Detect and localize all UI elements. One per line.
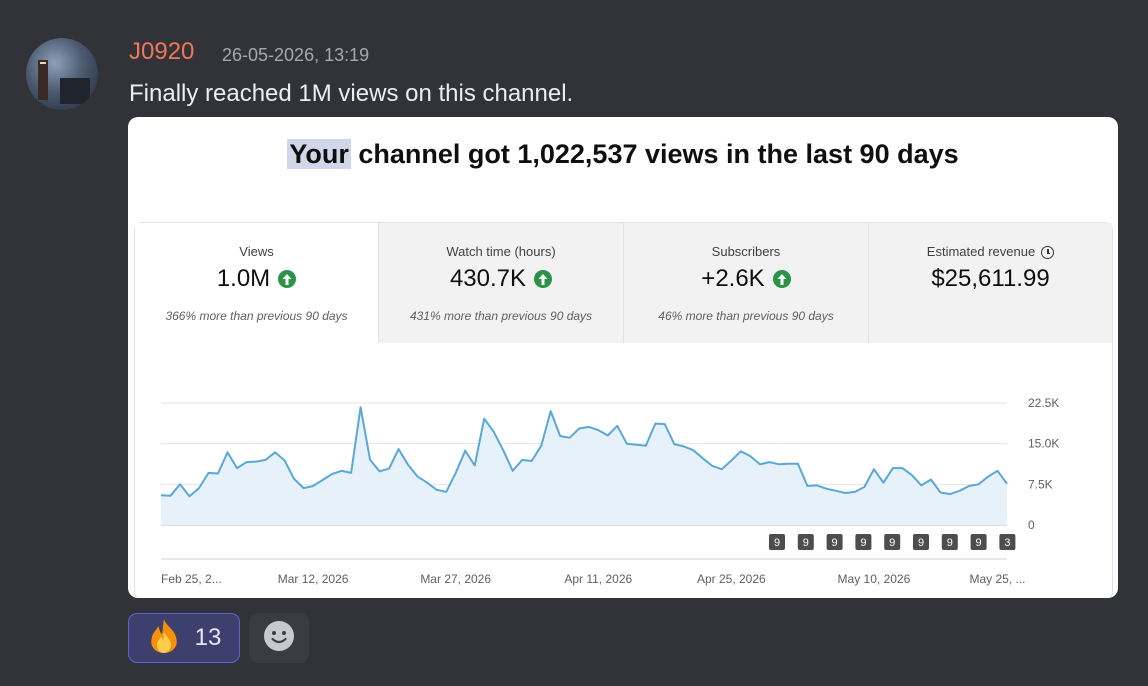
x-tick-label: Apr 11, 2026 xyxy=(564,572,632,586)
metric-tab-revenue[interactable]: Estimated revenue $25,611.99 xyxy=(869,223,1112,343)
metric-value-text: 1.0M xyxy=(216,265,271,292)
metric-label: Watch time (hours) xyxy=(446,244,556,259)
message-text: Finally reached 1M views on this channel… xyxy=(129,80,574,107)
views-chart: 22.5K 15.0K 7.5K 0 9 9 9 9 9 9 9 9 3 Feb 25, 2... Mar … xyxy=(160,396,1059,586)
chart-area xyxy=(161,407,1007,525)
metric-value: $25,611.99 xyxy=(869,265,1112,293)
clock-icon xyxy=(1041,246,1055,260)
fire-icon xyxy=(147,618,181,658)
annotation-label: 9 xyxy=(774,537,780,549)
annotation-marker xyxy=(797,534,814,550)
avatar-light xyxy=(40,62,46,64)
metric-value-text: +2.6K xyxy=(701,265,765,292)
metric-value: +2.6K xyxy=(624,265,868,293)
annotation-marker xyxy=(941,534,958,550)
metric-sub: 431% more than previous 90 days xyxy=(409,309,593,323)
reaction-fire[interactable]: 13 xyxy=(128,613,240,663)
embed-headline: Your channel got 1,022,537 views in the … xyxy=(128,139,1118,170)
avatar[interactable] xyxy=(26,38,98,110)
annotation-label: 9 xyxy=(976,537,982,549)
arrow-up-icon xyxy=(772,270,791,288)
annotation-label: 9 xyxy=(889,537,895,549)
image-attachment[interactable]: Your channel got 1,022,537 views in the … xyxy=(128,117,1118,598)
avatar-building-2 xyxy=(60,78,90,104)
annotation-label: 9 xyxy=(947,537,953,549)
message-author[interactable]: J0920 xyxy=(129,38,195,65)
metric-tab-watch-time[interactable]: Watch time (hours) 430.7K 431% more than… xyxy=(379,223,624,343)
smiley-icon xyxy=(263,620,295,656)
metric-tab-views[interactable]: Views 1.0M 366% more than previous 90 da… xyxy=(135,223,379,343)
x-tick-label: Mar 27, 2026 xyxy=(420,572,491,586)
y-tick-label: 0 xyxy=(1028,518,1035,532)
x-tick-label: Feb 25, 2... xyxy=(161,572,222,586)
y-tick-label: 15.0K xyxy=(1028,437,1059,451)
headline-text: channel got 1,022,537 views in the last … xyxy=(350,139,959,169)
metric-sub: 46% more than previous 90 days xyxy=(658,309,834,323)
analytics-panel: Views 1.0M 366% more than previous 90 da… xyxy=(134,222,1113,598)
annotation-label: 9 xyxy=(918,537,924,549)
annotation-marker xyxy=(855,534,872,550)
annotation-label: 9 xyxy=(832,537,838,549)
metric-value-text: $25,611.99 xyxy=(931,265,1050,293)
x-tick-label: Apr 25, 2026 xyxy=(697,572,766,586)
metric-tabs: Views 1.0M 366% more than previous 90 da… xyxy=(135,223,1112,343)
metric-label: Estimated revenue xyxy=(869,244,1112,260)
series-line xyxy=(160,406,1008,498)
annotation-marker xyxy=(913,534,929,550)
annotation-label: 9 xyxy=(860,537,866,549)
x-tick-label: Mar 12, 2026 xyxy=(278,572,349,586)
avatar-building xyxy=(38,60,48,100)
annotation-marker xyxy=(769,534,785,550)
annotation-marker xyxy=(884,534,901,550)
x-tick-label: May 10, 2026 xyxy=(838,572,911,586)
metric-value: 1.0M xyxy=(135,265,378,293)
add-reaction-button[interactable] xyxy=(249,613,309,663)
annotation-marker xyxy=(826,534,843,550)
metric-label-text: Estimated revenue xyxy=(926,244,1036,259)
metric-sub: 366% more than previous 90 days xyxy=(165,309,348,323)
metric-label: Subscribers xyxy=(711,244,781,259)
y-tick-label: 22.5K xyxy=(1028,396,1059,410)
annotation-marker xyxy=(999,534,1016,550)
arrow-up-icon xyxy=(278,270,297,288)
annotation-label: 3 xyxy=(1004,537,1010,549)
reaction-count: 13 xyxy=(194,624,222,651)
annotation-marker xyxy=(970,534,987,550)
message-timestamp: 26-05-2026, 13:19 xyxy=(222,45,370,65)
x-tick-label: May 25, ... xyxy=(969,572,1025,586)
y-tick-label: 7.5K xyxy=(1028,477,1053,491)
metric-value-text: 430.7K xyxy=(449,265,527,292)
headline-highlight: Your xyxy=(287,139,351,169)
arrow-up-icon xyxy=(534,270,553,288)
annotation-label: 9 xyxy=(803,537,809,549)
metric-label: Views xyxy=(239,244,274,259)
metric-tab-subscribers[interactable]: Subscribers +2.6K 46% more than previous… xyxy=(624,223,869,343)
metric-value: 430.7K xyxy=(379,265,623,293)
